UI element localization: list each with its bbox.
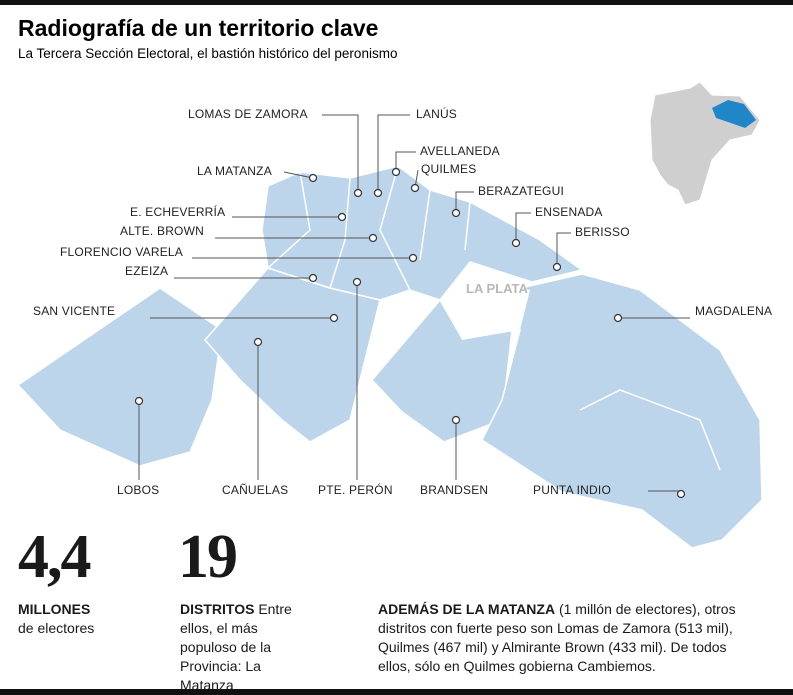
district-dot: [511, 238, 521, 248]
district-dot: [676, 489, 686, 499]
stat-text: MILLONES de electores: [18, 600, 158, 638]
district-label: LANÚS: [416, 106, 457, 121]
subtitle: La Tercera Sección Electoral, el bastión…: [18, 46, 397, 61]
district-dot: [329, 313, 339, 323]
leader-line: [455, 191, 474, 213]
district-shape: [481, 273, 763, 549]
note: ADEMÁS DE LA MATANZA (1 millón de electo…: [378, 600, 763, 676]
city-label: LA PLATA: [466, 281, 528, 296]
district-dot: [408, 253, 418, 263]
district-dot: [451, 208, 461, 218]
note-text: (1 millón de electores), otros distritos…: [378, 601, 736, 674]
top-bar: [0, 0, 793, 5]
leader-line: [515, 212, 531, 243]
stat-number: 4,4: [18, 523, 91, 591]
dots: [134, 167, 686, 499]
district-dot: [373, 188, 383, 198]
district-shape: [16, 287, 223, 467]
district-label: ENSENADA: [535, 205, 603, 219]
district-dot: [352, 277, 362, 287]
district-label: E. ECHEVERRÍA: [130, 204, 225, 219]
stat-description: de electores: [18, 620, 95, 636]
district-dot: [308, 273, 318, 283]
district-border: [267, 165, 721, 471]
district-dot: [308, 173, 318, 183]
note-lead: ADEMÁS DE LA MATANZA: [378, 601, 556, 617]
district-shape: [261, 165, 584, 301]
section-highlight: [712, 100, 756, 128]
district-shape: [370, 298, 513, 443]
district-dot: [410, 183, 420, 193]
district-label: BRANDSEN: [420, 483, 488, 497]
district-dot: [337, 212, 347, 222]
inset-map: [649, 81, 761, 206]
stat-label: DISTRITOS: [180, 601, 255, 617]
bottom-bar: [0, 689, 793, 695]
district-label: SAN VICENTE: [33, 304, 115, 318]
stat-number: 19: [178, 523, 238, 591]
district-label: CAÑUELAS: [222, 483, 288, 497]
district-dot: [134, 396, 144, 406]
leader-line: [395, 151, 416, 172]
district-label: BERAZATEGUI: [478, 184, 564, 198]
district-label: LOBOS: [117, 483, 159, 497]
district-dot: [391, 167, 401, 177]
stat-description: Entre ellos, el más populoso de la Provi…: [180, 601, 292, 693]
district-label: BERISSO: [575, 225, 630, 239]
district-dot: [451, 415, 461, 425]
districts: [16, 165, 763, 549]
district-dot: [552, 262, 562, 272]
district-label: LOMAS DE ZAMORA: [188, 107, 308, 121]
district-label: LA MATANZA: [197, 164, 272, 178]
la-plata-area: [442, 276, 530, 340]
district-dot: [253, 337, 263, 347]
district-label: EZEIZA: [125, 264, 168, 278]
district-label: MAGDALENA: [695, 304, 772, 318]
leaders: [138, 114, 690, 494]
leader-line: [322, 114, 359, 193]
district-label: AVELLANEDA: [420, 144, 500, 158]
leader-line: [283, 171, 314, 179]
title: Radiografía de un territorio clave: [18, 15, 378, 41]
district-dot: [613, 313, 623, 323]
district-label: PTE. PERÓN: [318, 482, 393, 497]
district-label: QUILMES: [421, 162, 476, 176]
province-shape: [649, 81, 761, 206]
leader-line: [377, 114, 410, 193]
district-dot: [368, 233, 378, 243]
district-label: ALTE. BROWN: [120, 224, 204, 238]
stat-label: MILLONES: [18, 601, 91, 617]
district-dot: [353, 188, 363, 198]
labels: LOMAS DE ZAMORA LANÚS AVELLANEDA QUILMES…: [33, 106, 772, 497]
district-label: FLORENCIO VARELA: [60, 245, 183, 259]
district-label: PUNTA INDIO: [533, 483, 611, 497]
stat-text: DISTRITOS Entre ellos, el más populoso d…: [180, 600, 315, 695]
leader-line: [556, 232, 571, 267]
